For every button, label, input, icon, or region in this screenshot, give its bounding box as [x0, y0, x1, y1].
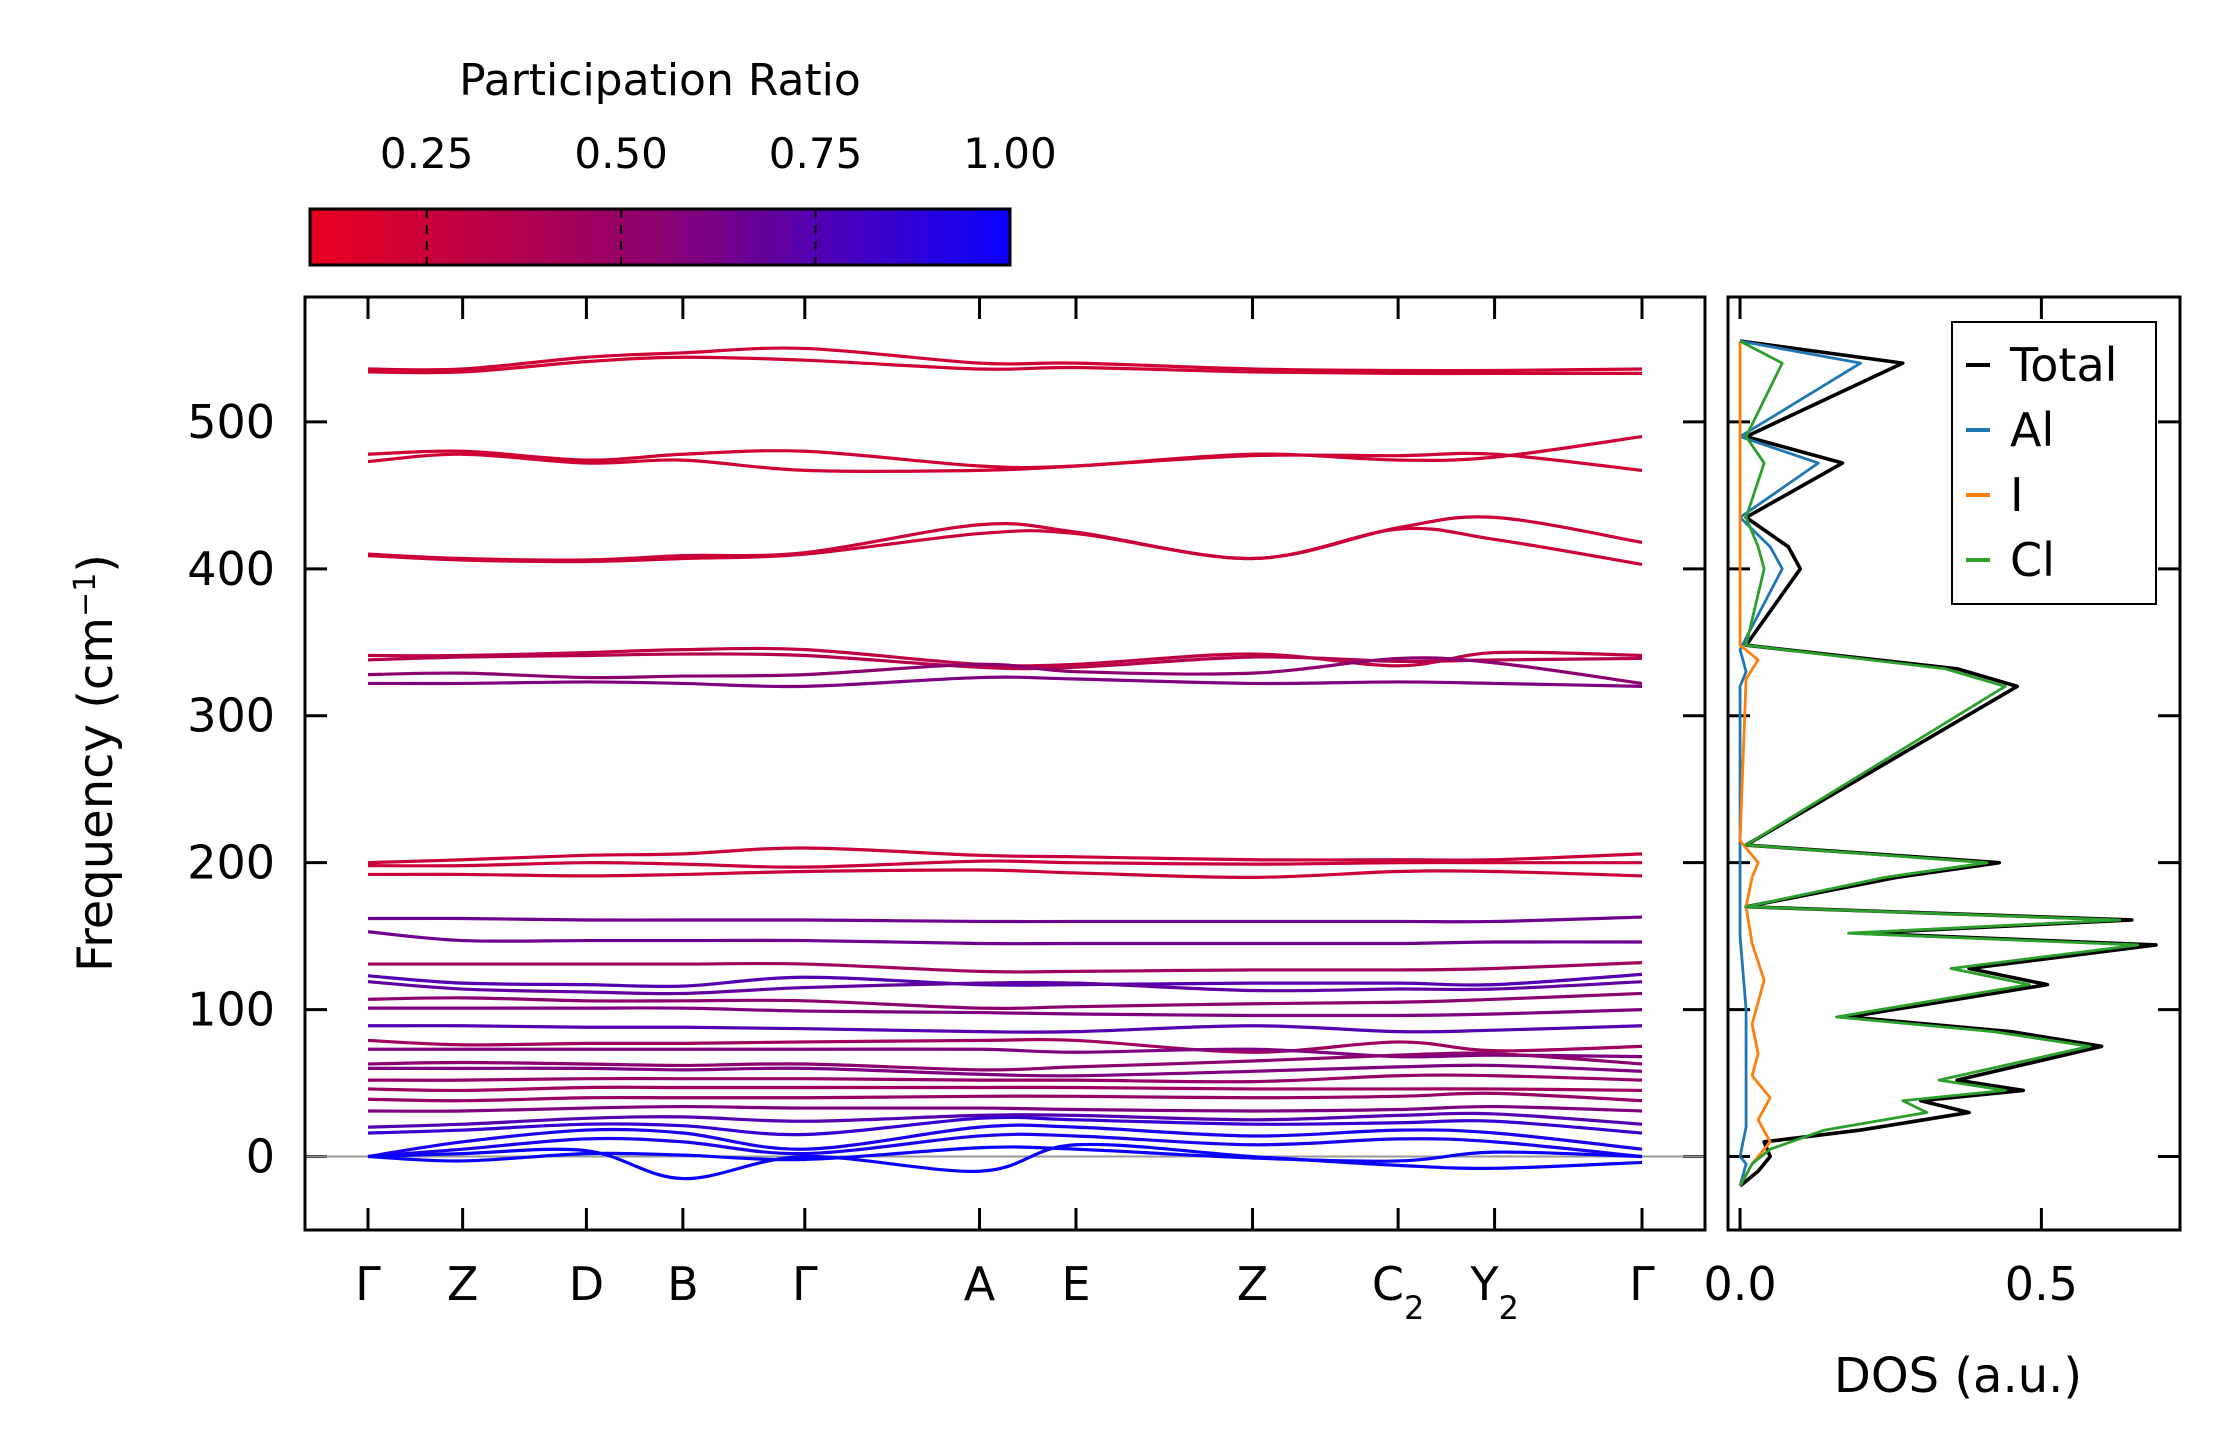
phonon-band-21 [367, 1037, 1643, 1054]
phonon-band-18 [367, 991, 1643, 1011]
phonon-band-23 [367, 1051, 1643, 1072]
legend-label-al: Al [2010, 403, 2054, 457]
legend-label-i: I [2010, 468, 2024, 522]
band-x-tick-labels: Γ Z D B Γ A E Z C2 Y2 Γ [355, 1257, 1655, 1327]
dos-x-tick-label: 0.0 [1703, 1257, 1776, 1311]
band-y-tick-labels: 0 100 200 300 400 500 [187, 395, 275, 1184]
phonon-band-11 [367, 859, 1642, 869]
legend-label-cl: Cl [2010, 533, 2055, 587]
colorbar-title: Participation Ratio [459, 55, 861, 106]
phonon-band-12 [367, 868, 1643, 879]
high-symmetry-label: Z [447, 1257, 479, 1311]
phonon-bands [367, 346, 1643, 1181]
phonon-band-1 [367, 355, 1642, 376]
phonon-band-8 [367, 656, 1643, 686]
phonon-band-16 [367, 972, 1643, 989]
phonon-band-5 [367, 526, 1643, 566]
legend-label-total: Total [2009, 338, 2117, 392]
phonon-band-10 [367, 846, 1643, 865]
y-axis-title-main: Frequency (cm [68, 617, 124, 972]
high-symmetry-label: B [667, 1257, 699, 1311]
colorbar-tick-label: 1.00 [963, 129, 1057, 178]
colorbar-ticks: 0.25 0.50 0.75 1.00 [380, 129, 1057, 265]
phonon-band-28 [367, 1104, 1643, 1113]
legend-frame [1951, 321, 2157, 605]
phonon-band-9 [367, 675, 1643, 689]
band-plot: 0 100 200 300 400 500 Γ Z D B Γ A E Z C2 Y2 Γ Frequency… [68, 295, 1707, 1327]
high-symmetry-label: C2 [1372, 1257, 1424, 1327]
y-axis-title-end: ) [68, 554, 124, 573]
y-tick-label: 300 [187, 689, 275, 743]
phonon-band-26 [367, 1085, 1643, 1093]
phonon-band-33 [367, 1145, 1643, 1163]
high-symmetry-label: Γ [355, 1257, 381, 1311]
phonon-band-15 [368, 960, 1643, 974]
y-axis-title: Frequency (cm−1) [68, 554, 125, 972]
phonon-band-31 [367, 1123, 1643, 1159]
phonon-band-29 [367, 1111, 1643, 1129]
dos-x-tick-labels: 0.0 0.5 [1703, 1257, 2077, 1311]
band-plot-frame [303, 295, 1707, 1232]
y-tick-label: 0 [246, 1130, 275, 1184]
y-tick-label: 200 [187, 836, 275, 890]
colorbar-gradient [308, 207, 1012, 267]
phonon-band-2 [367, 434, 1643, 470]
high-symmetry-label: Z [1237, 1257, 1269, 1311]
colorbar-tick-label: 0.50 [574, 129, 668, 178]
colorbar: Participation Ratio 0.25 0.50 0.75 1.00 [308, 55, 1057, 267]
high-symmetry-label: D [569, 1257, 604, 1311]
dos-curve-cl [1738, 339, 2140, 1187]
phonon-band-7 [367, 652, 1643, 671]
dos-plot-frame [1726, 295, 2182, 1232]
y-tick-label: 400 [187, 542, 275, 596]
dos-curve-i [1738, 341, 1772, 1187]
phonon-band-13 [367, 915, 1643, 924]
phonon-band-4 [367, 515, 1643, 562]
phonon-band-32 [367, 1132, 1643, 1159]
y-tick-label: 500 [187, 395, 275, 449]
high-symmetry-label: Γ [1629, 1257, 1655, 1311]
dos-x-axis-title: DOS (a.u.) [1834, 1348, 2082, 1404]
dos-x-tick-label: 0.5 [2005, 1257, 2078, 1311]
high-symmetry-label: Γ [792, 1257, 818, 1311]
high-symmetry-label: A [964, 1257, 996, 1311]
y-axis-title-superscript: −1 [68, 573, 103, 617]
phonon-band-24 [368, 1063, 1643, 1078]
colorbar-tick-label: 0.25 [380, 129, 474, 178]
phonon-band-19 [367, 1006, 1643, 1018]
phonon-band-0 [367, 346, 1643, 373]
y-tick-label: 100 [187, 983, 275, 1037]
high-symmetry-label: Y2 [1469, 1257, 1518, 1327]
phonon-band-30 [367, 1115, 1643, 1137]
phonon-band-3 [367, 451, 1643, 473]
phonon-band-17 [367, 980, 1643, 996]
dos-plot: 0.0 0.5 DOS (a.u.) Total Al I Cl [1703, 295, 2182, 1404]
phonon-band-34 [367, 1142, 1643, 1181]
high-symmetry-label: E [1061, 1257, 1090, 1311]
phonon-band-27 [367, 1091, 1643, 1103]
dos-legend: Total Al I Cl [1951, 321, 2157, 605]
phonon-band-25 [367, 1073, 1643, 1084]
phonon-band-20 [367, 1024, 1643, 1034]
phonon-band-22 [368, 1047, 1643, 1059]
dos-curves [1738, 339, 2158, 1188]
colorbar-tick-label: 0.75 [769, 129, 863, 178]
phonon-band-14 [367, 930, 1643, 946]
dos-curve-al [1738, 339, 1862, 1187]
